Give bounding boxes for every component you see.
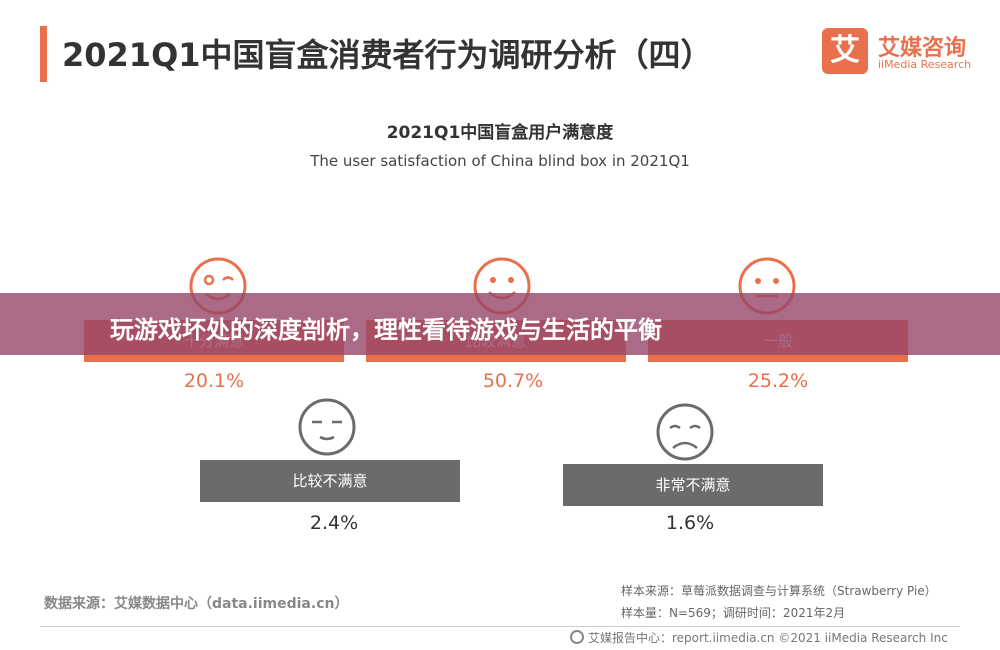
value-label: 1.6% <box>665 512 715 534</box>
footer-divider <box>40 626 960 627</box>
footer-text: 艾媒报告中心：report.iimedia.cn ©2021 iiMedia R… <box>588 631 948 645</box>
report-center-icon <box>570 630 584 644</box>
chart-subtitle: The user satisfaction of China blind box… <box>310 152 690 170</box>
sample-size: 样本量：N=569；调研时间：2021年2月 <box>621 606 846 620</box>
category-box: 非常不满意 <box>563 464 823 506</box>
category-box: 比较不满意 <box>200 460 460 502</box>
data-source: 数据来源：艾媒数据中心（data.iimedia.cn） <box>44 596 349 612</box>
overlay-banner <box>0 293 1000 355</box>
sample-source: 样本来源：草莓派数据调查与计算系统（Strawberry Pie） <box>621 584 937 598</box>
chart-title: 2021Q1中国盲盒用户满意度 <box>386 123 614 143</box>
logo-en-text: iiMedia Research <box>878 58 972 71</box>
iimedia-logo: 艾 艾媒咨询 iiMedia Research <box>822 28 982 76</box>
page-title: 2021Q1中国盲盒消费者行为调研分析（四） <box>62 36 713 74</box>
overlay-banner-text: 玩游戏坏处的深度剖析，理性看待游戏与生活的平衡 <box>110 316 662 344</box>
value-label: 50.7% <box>482 370 544 392</box>
footer: 艾媒报告中心：report.iimedia.cn ©2021 iiMedia R… <box>570 629 948 646</box>
sleepy-face-icon <box>297 397 357 457</box>
value-label: 2.4% <box>309 512 359 534</box>
sad-face-icon <box>655 402 715 462</box>
logo-mark: 艾 <box>822 28 868 74</box>
value-label: 20.1% <box>183 370 245 392</box>
logo-cn-text: 艾媒咨询 <box>878 36 967 61</box>
value-label: 25.2% <box>747 370 809 392</box>
title-accent-bar <box>40 26 47 82</box>
